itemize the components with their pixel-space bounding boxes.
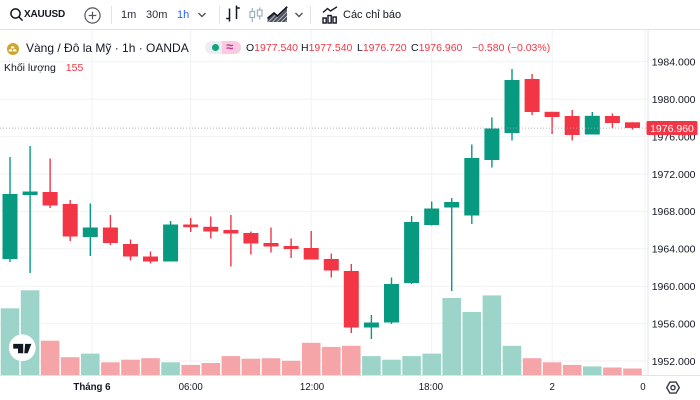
svg-text:1964.000: 1964.000 [652, 244, 696, 256]
svg-text:2: 2 [550, 382, 555, 393]
svg-text:1976.960: 1976.960 [650, 123, 694, 135]
svg-text:0: 0 [640, 382, 646, 393]
svg-text:Tháng 6: Tháng 6 [73, 382, 111, 393]
svg-text:1980.000: 1980.000 [652, 94, 696, 106]
svg-text:1960.000: 1960.000 [652, 281, 696, 293]
svg-text:1972.000: 1972.000 [652, 169, 696, 181]
svg-text:1952.000: 1952.000 [652, 356, 696, 368]
svg-text:1956.000: 1956.000 [652, 318, 696, 330]
svg-text:12:00: 12:00 [300, 382, 325, 393]
svg-text:18:00: 18:00 [419, 382, 444, 393]
svg-text:1984.000: 1984.000 [652, 57, 696, 69]
svg-text:1968.000: 1968.000 [652, 206, 696, 218]
svg-text:06:00: 06:00 [179, 382, 204, 393]
